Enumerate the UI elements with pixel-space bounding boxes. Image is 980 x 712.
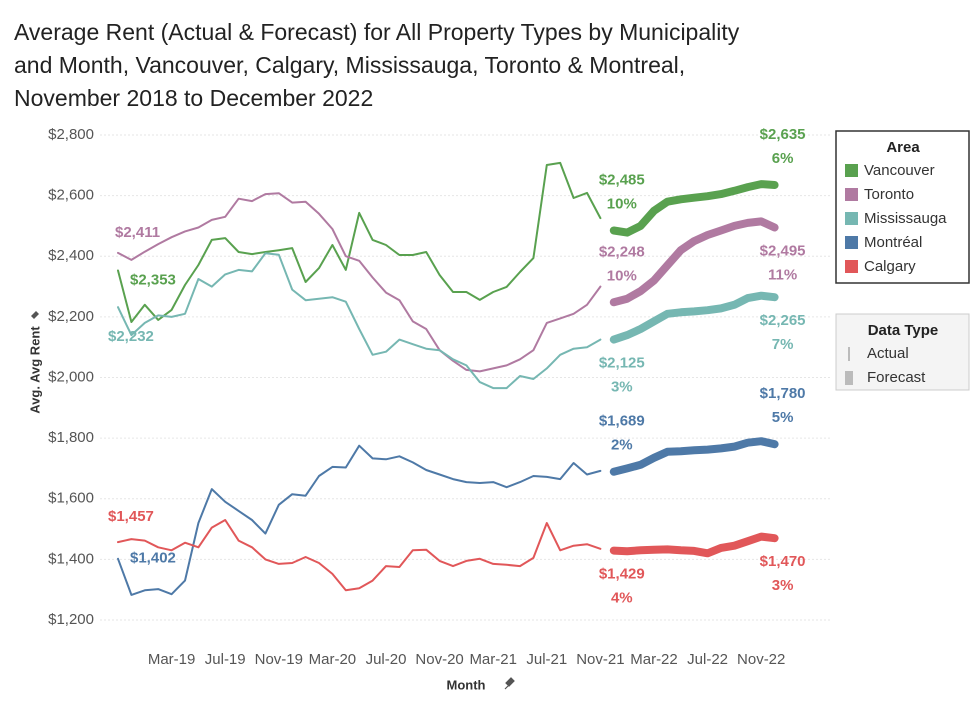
pin-icon xyxy=(504,677,515,690)
legend-title: Data Type xyxy=(868,322,939,339)
legend-swatch xyxy=(845,236,858,249)
data-label: $2,265 xyxy=(760,312,806,329)
x-tick-label: Mar-20 xyxy=(309,651,357,668)
change-label: 6% xyxy=(772,150,794,167)
chart-title: Average Rent (Actual & Forecast) for All… xyxy=(14,19,740,45)
change-label: 3% xyxy=(611,379,633,396)
data-label: $2,411 xyxy=(115,224,160,241)
line xyxy=(117,444,602,596)
data-label: $2,248 xyxy=(599,243,645,260)
x-tick-label: Jul-20 xyxy=(366,651,407,668)
y-tick-label: $2,000 xyxy=(48,368,94,385)
line xyxy=(609,217,779,307)
line xyxy=(117,161,602,323)
data-label: $2,485 xyxy=(599,171,645,188)
legend-label: Calgary xyxy=(864,258,916,275)
x-tick-label: Jul-21 xyxy=(526,651,567,668)
x-tick-label: Jul-19 xyxy=(205,651,246,668)
x-tick-label: Mar-21 xyxy=(469,651,517,668)
data-label: $2,495 xyxy=(760,242,806,259)
legend-label: Mississauga xyxy=(864,210,947,227)
data-label: $2,232 xyxy=(108,328,154,345)
change-label: 10% xyxy=(607,267,637,284)
line xyxy=(609,532,779,558)
change-label: 7% xyxy=(772,336,794,353)
legend-label: Montréal xyxy=(864,234,922,251)
legend-swatch xyxy=(845,212,858,225)
change-label: 2% xyxy=(611,437,633,454)
pin-icon xyxy=(31,311,39,319)
legend-label: Forecast xyxy=(867,369,926,386)
data-label: $2,125 xyxy=(599,355,645,372)
change-label: 3% xyxy=(772,577,794,594)
line xyxy=(609,291,779,344)
x-tick-label: Nov-19 xyxy=(255,651,303,668)
legend-label: Toronto xyxy=(864,186,914,203)
legend-label: Vancouver xyxy=(864,162,935,179)
chart-title: and Month, Vancouver, Calgary, Mississau… xyxy=(14,52,685,78)
change-label: 4% xyxy=(611,590,633,607)
x-tick-label: Mar-19 xyxy=(148,651,196,668)
legend-swatch xyxy=(845,260,858,273)
legend-swatch xyxy=(845,188,858,201)
change-label: 5% xyxy=(772,409,794,426)
change-label: 11% xyxy=(768,266,797,283)
legend-title: Area xyxy=(886,139,920,156)
y-tick-label: $1,800 xyxy=(48,429,94,446)
line xyxy=(609,180,779,237)
x-tick-label: Nov-21 xyxy=(576,651,624,668)
legend-box xyxy=(835,130,970,284)
data-label: $1,402 xyxy=(130,550,176,567)
y-tick-label: $2,600 xyxy=(48,187,94,204)
y-tick-label: $2,400 xyxy=(48,247,94,264)
data-label: $2,353 xyxy=(130,271,176,288)
y-tick-label: $1,400 xyxy=(48,550,94,567)
y-tick-label: $2,800 xyxy=(48,126,94,143)
legend-box xyxy=(835,313,970,391)
data-label: $1,470 xyxy=(760,553,806,570)
chart-title: November 2018 to December 2022 xyxy=(14,85,373,111)
x-tick-label: Jul-22 xyxy=(687,651,728,668)
data-label: $1,457 xyxy=(108,508,154,525)
line xyxy=(117,519,602,592)
data-label: $1,689 xyxy=(599,413,645,430)
x-tick-label: Nov-22 xyxy=(737,651,785,668)
x-tick-label: Nov-20 xyxy=(415,651,463,668)
legend-label: Actual xyxy=(867,345,909,362)
data-label: $2,635 xyxy=(760,126,806,143)
line xyxy=(609,437,779,476)
line xyxy=(117,252,602,390)
y-tick-label: $2,200 xyxy=(48,308,94,325)
y-axis-title: Avg. Avg Rent xyxy=(27,326,42,414)
x-tick-label: Mar-22 xyxy=(630,651,678,668)
x-axis-title: Month xyxy=(447,677,486,692)
y-tick-label: $1,200 xyxy=(48,611,94,628)
data-label: $1,429 xyxy=(599,566,645,583)
y-tick-label: $1,600 xyxy=(48,490,94,507)
line xyxy=(117,192,602,373)
change-label: 10% xyxy=(607,195,637,212)
data-label: $1,780 xyxy=(760,385,806,402)
legend-swatch xyxy=(845,164,858,177)
